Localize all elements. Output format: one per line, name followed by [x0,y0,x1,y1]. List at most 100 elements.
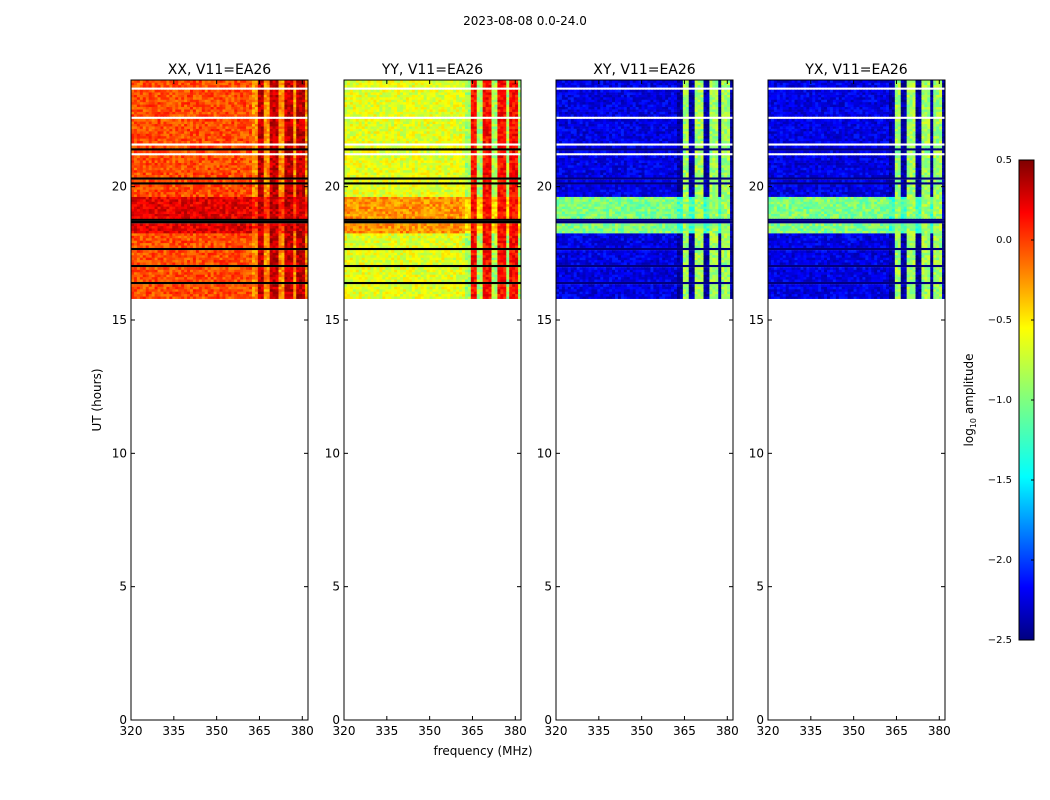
heatmap-cell [160,150,164,154]
heatmap-cell [269,245,274,248]
heatmap-cell [349,286,354,290]
heatmap-cell [136,99,141,103]
heatmap-cell [178,138,182,142]
heatmap-cell [131,167,135,171]
heatmap-cell [296,208,300,212]
heatmap-cell [225,123,229,127]
heatmap-cell [293,259,297,263]
heatmap-cell [234,133,238,137]
heatmap-cell [254,101,259,105]
heatmap-cell [237,167,241,171]
heatmap-cell [269,155,274,159]
heatmap-cell [257,104,262,108]
heatmap-cell [216,235,220,239]
heatmap-cell [187,194,191,197]
heatmap-cell [243,109,247,112]
heatmap-cell [243,118,247,122]
heatmap-cell [204,169,209,173]
heatmap-cell [246,155,250,159]
heatmap-cell [257,269,262,273]
heatmap-cell [192,279,197,282]
heatmap-cell [163,230,167,234]
heatmap-cell [290,194,294,197]
heatmap-cell [204,284,209,287]
heatmap-cell [284,228,288,231]
heatmap-cell [488,296,492,299]
heatmap-cell [204,145,209,149]
heatmap-cell [234,225,238,229]
heatmap-cell [207,84,212,88]
heatmap-cell [272,291,277,295]
heatmap-cell [195,150,200,154]
heatmap-cell [293,296,297,299]
heatmap-cell [278,126,282,129]
heatmap-cell [243,157,247,161]
heatmap-cell [408,288,413,292]
heatmap-cell [284,82,288,86]
heatmap-cell [198,114,203,117]
heatmap-cell [184,123,188,127]
heatmap-cell [299,203,303,207]
heatmap-cell [234,109,238,112]
heatmap-cell [166,84,170,88]
heatmap-cell [260,174,265,178]
heatmap-cell [139,284,144,287]
heatmap-cell [293,138,297,142]
heatmap-cell [219,162,223,166]
heatmap-cell [169,123,173,127]
heatmap-cell [169,296,173,299]
heatmap-cell [272,114,277,117]
heatmap-cell [240,165,244,168]
heatmap-cell [287,92,291,95]
heatmap-cell [201,196,206,200]
heatmap-cell [254,254,259,258]
heatmap-cell [178,184,182,188]
flag-row [131,220,308,224]
heatmap-cell [151,208,156,212]
heatmap-cell [299,172,303,176]
heatmap-cell [403,288,407,292]
heatmap-cell [251,121,256,125]
heatmap-cell [192,140,197,144]
heatmap-cell [133,288,138,292]
heatmap-cell [249,267,253,270]
heatmap-cell [302,286,306,290]
heatmap-cell [257,274,262,278]
heatmap-cell [142,169,147,173]
heatmap-cell [237,80,241,83]
heatmap-cell [293,254,297,258]
heatmap-cell [284,123,288,127]
heatmap-cell [207,223,212,227]
heatmap-cell [225,150,229,154]
heatmap-cell [139,206,144,210]
heatmap-cell [172,213,176,217]
heatmap-cell [429,296,433,299]
heatmap-cell [163,165,167,168]
heatmap-cell [234,150,238,154]
heatmap-cell [187,140,191,144]
heatmap-cell [237,157,241,161]
heatmap-cell [269,254,274,258]
heatmap-cell [284,114,288,117]
heatmap-cell [251,145,256,149]
heatmap-cell [166,126,170,129]
heatmap-cell [257,99,262,103]
heatmap-cell [302,245,306,248]
heatmap-cell [417,291,422,295]
heatmap-cell [231,157,235,161]
heatmap-cell [148,97,153,100]
heatmap-cell [184,254,188,258]
heatmap-cell [187,150,191,154]
heatmap-cell [379,293,383,297]
heatmap-cell [160,245,164,248]
heatmap-cell [145,269,150,273]
heatmap-cell [263,245,268,248]
heatmap-cell [441,286,445,290]
heatmap-cell [192,179,197,183]
heatmap-cell [231,131,235,134]
heatmap-cell [133,138,138,142]
heatmap-cell [195,111,200,115]
heatmap-cell [145,189,150,193]
heatmap-cell [139,126,144,129]
heatmap-cell [190,167,194,171]
